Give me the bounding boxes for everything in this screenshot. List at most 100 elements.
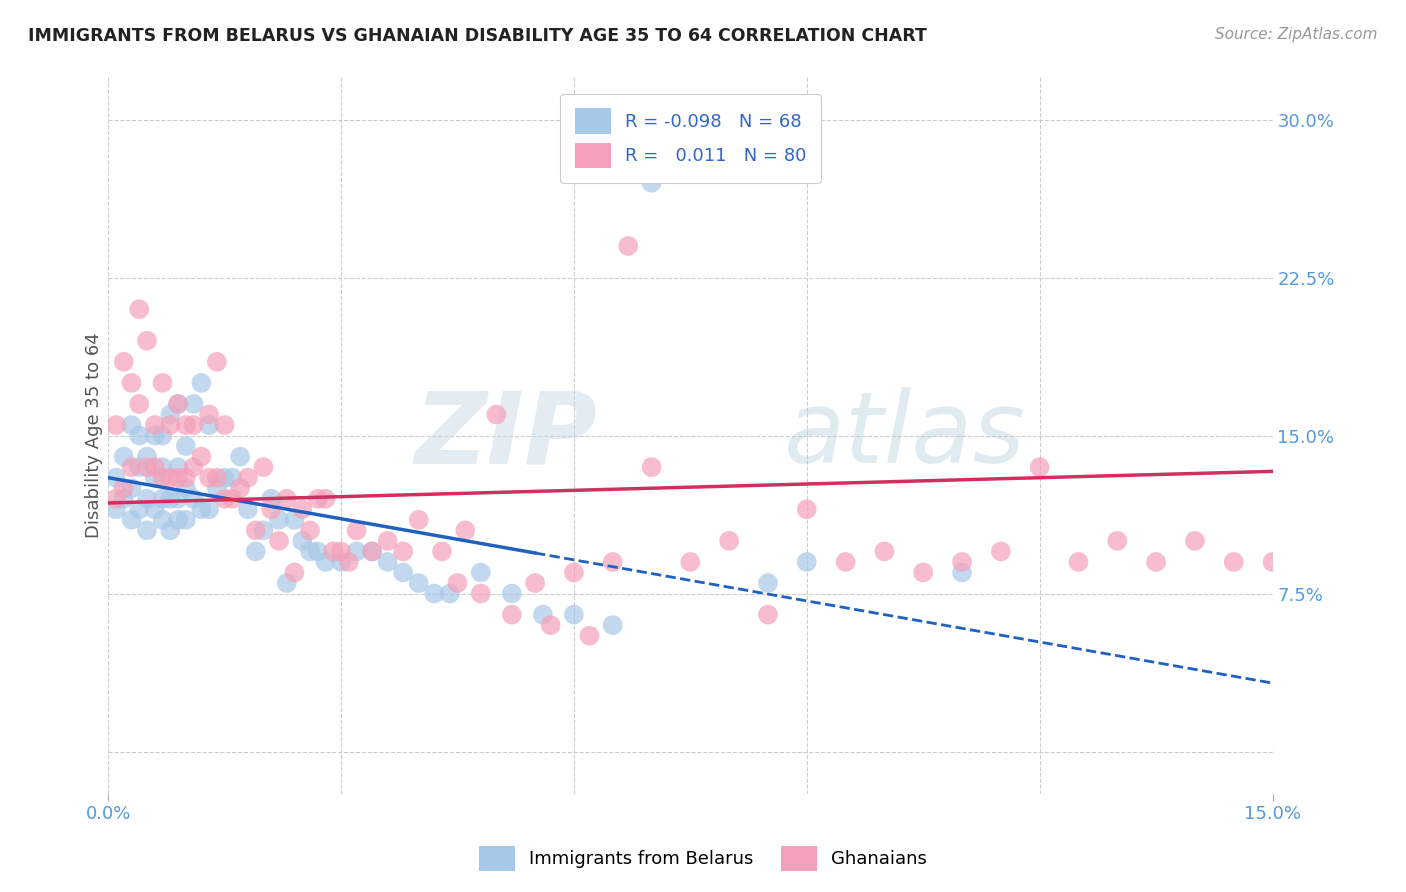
Point [322,544,344,558]
Point [229,481,252,495]
Point [679,555,702,569]
Point [236,471,259,485]
Point [121,417,143,432]
Point [602,555,624,569]
Point [337,555,360,569]
Point [245,544,267,558]
Point [408,576,430,591]
Point [152,513,174,527]
Point [198,471,221,485]
Point [501,607,523,622]
Point [1028,460,1050,475]
Point [136,491,159,506]
Point [112,450,135,464]
Point [152,471,174,485]
Point [501,586,523,600]
Point [485,408,508,422]
Point [1301,566,1323,580]
Point [167,460,190,475]
Point [174,481,197,495]
Point [121,376,143,390]
Point [183,397,205,411]
Point [330,555,353,569]
Point [136,334,159,348]
Point [430,544,453,558]
Point [214,471,236,485]
Point [361,544,384,558]
Point [245,524,267,538]
Point [531,607,554,622]
Point [423,586,446,600]
Point [361,544,384,558]
Point [221,491,243,506]
Point [470,566,492,580]
Point [190,450,212,464]
Point [252,460,274,475]
Point [205,471,228,485]
Point [346,544,368,558]
Point [756,576,779,591]
Point [221,471,243,485]
Point [174,417,197,432]
Point [183,491,205,506]
Point [1067,555,1090,569]
Point [112,355,135,369]
Point [602,618,624,632]
Point [291,533,314,548]
Point [718,533,741,548]
Point [756,607,779,622]
Point [377,555,399,569]
Point [990,544,1012,558]
Point [198,502,221,516]
Point [167,397,190,411]
Point [267,533,290,548]
Point [796,502,818,516]
Point [174,471,197,485]
Text: Source: ZipAtlas.com: Source: ZipAtlas.com [1215,27,1378,42]
Point [143,460,166,475]
Point [205,355,228,369]
Point [198,417,221,432]
Legend: R = -0.098   N = 68, R =   0.011   N = 80: R = -0.098 N = 68, R = 0.011 N = 80 [560,94,821,183]
Point [159,417,181,432]
Point [640,460,662,475]
Point [291,502,314,516]
Point [143,502,166,516]
Point [143,417,166,432]
Point [167,491,190,506]
Point [229,450,252,464]
Point [276,576,298,591]
Point [128,397,150,411]
Text: atlas: atlas [783,387,1025,484]
Point [307,491,329,506]
Point [112,491,135,506]
Point [136,524,159,538]
Point [104,417,127,432]
Point [562,607,585,622]
Point [1261,555,1284,569]
Point [562,566,585,580]
Point [377,533,399,548]
Point [454,524,477,538]
Point [167,471,190,485]
Point [121,460,143,475]
Point [283,513,305,527]
Point [174,439,197,453]
Point [796,555,818,569]
Point [276,491,298,506]
Point [873,544,896,558]
Point [152,428,174,442]
Text: IMMIGRANTS FROM BELARUS VS GHANAIAN DISABILITY AGE 35 TO 64 CORRELATION CHART: IMMIGRANTS FROM BELARUS VS GHANAIAN DISA… [28,27,927,45]
Point [298,544,321,558]
Point [267,513,290,527]
Point [408,513,430,527]
Point [1107,533,1129,548]
Point [392,566,415,580]
Point [190,376,212,390]
Point [283,566,305,580]
Point [524,576,547,591]
Point [136,450,159,464]
Point [143,471,166,485]
Point [128,502,150,516]
Point [578,629,600,643]
